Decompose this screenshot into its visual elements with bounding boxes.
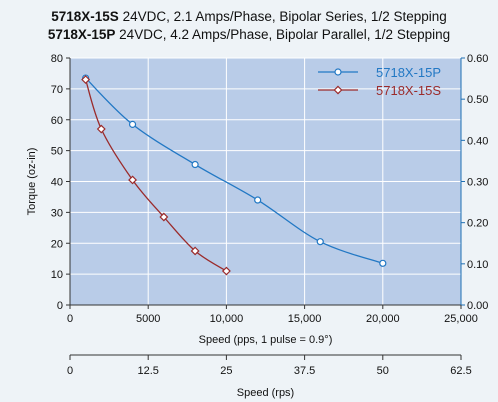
- legend-marker-5718x-15s: [333, 85, 343, 95]
- data-point-5718x-15s: [81, 75, 91, 85]
- y-tick-label: 0: [57, 300, 63, 312]
- y-tick-label: 70: [51, 84, 63, 96]
- title-model-1: 5718X-15S: [51, 9, 119, 24]
- data-point-5718x-15p: [128, 120, 137, 128]
- y-axis-label: Torque (oz-in): [26, 148, 38, 216]
- title-model-2: 5718X-15P: [47, 27, 116, 42]
- x-tick-label: 0: [67, 313, 73, 325]
- y-tick-label: 80: [51, 53, 63, 65]
- x2-tick-label: 50: [377, 365, 389, 377]
- title-spec-1: 24VDC, 2.1 Amps/Phase, Bipolar Series, 1…: [118, 9, 447, 24]
- x-tick-label: 25,000: [444, 313, 478, 325]
- x-tick-label: 15,000: [288, 313, 322, 325]
- y-tick-label: 10: [51, 269, 63, 281]
- x-tick-label: 20,000: [366, 313, 400, 325]
- x2-tick-label: 62.5: [450, 365, 471, 377]
- data-point-5718x-15s: [190, 246, 200, 256]
- x2-tick-label: 37.5: [294, 365, 315, 377]
- y2-tick-label: 0.60: [467, 53, 488, 65]
- data-point-5718x-15p: [191, 160, 199, 169]
- y-tick-label: 30: [51, 207, 63, 219]
- y2-tick-label: 0.40: [467, 135, 488, 147]
- legend-marker-5718x-15p: [334, 68, 342, 76]
- legend-label-5718x-15s: 5718X-15S: [376, 83, 441, 98]
- data-point-5718x-15p: [316, 238, 324, 246]
- x2-tick-label: 12.5: [137, 365, 158, 377]
- x2-axis-label: Speed (rps): [237, 387, 294, 399]
- x2-tick-label: 25: [220, 365, 232, 377]
- title-spec-2: 24VDC, 4.2 Amps/Phase, Bipolar Parallel,…: [115, 27, 451, 42]
- data-point-5718x-15s: [221, 266, 231, 276]
- y2-tick-label: 0.50: [467, 94, 488, 106]
- data-point-5718x-15s: [96, 124, 106, 134]
- chart-title-line-2: 5718X-15P 24VDC, 4.2 Amps/Phase, Bipolar…: [0, 27, 498, 42]
- chart-title-line-1: 5718X-15S 24VDC, 2.1 Amps/Phase, Bipolar…: [0, 9, 498, 24]
- y2-tick-label: 0.20: [467, 218, 488, 230]
- y-tick-label: 50: [51, 146, 63, 158]
- data-point-5718x-15p: [379, 259, 387, 267]
- legend-label-5718x-15p: 5718X-15P: [376, 65, 441, 80]
- x2-tick-label: 0: [67, 365, 73, 377]
- y-tick-label: 20: [51, 238, 63, 250]
- series-line-5718x-15p: [85, 77, 384, 264]
- data-point-5718x-15s: [159, 212, 169, 222]
- x-tick-label: 5000: [136, 313, 160, 325]
- series-line-5718x-15s: [85, 79, 227, 272]
- y2-tick-label: 0.10: [467, 259, 488, 271]
- y2-tick-label: 0.30: [467, 177, 488, 189]
- data-point-5718x-15s: [128, 175, 138, 185]
- x-tick-label: 10,000: [210, 313, 244, 325]
- data-point-5718x-15p: [254, 196, 262, 204]
- x-axis-label: Speed (pps, 1 pulse = 0.9°): [199, 334, 333, 346]
- y2-tick-label: 0.00: [467, 300, 488, 312]
- y-tick-label: 40: [51, 177, 63, 189]
- y-tick-label: 60: [51, 115, 63, 127]
